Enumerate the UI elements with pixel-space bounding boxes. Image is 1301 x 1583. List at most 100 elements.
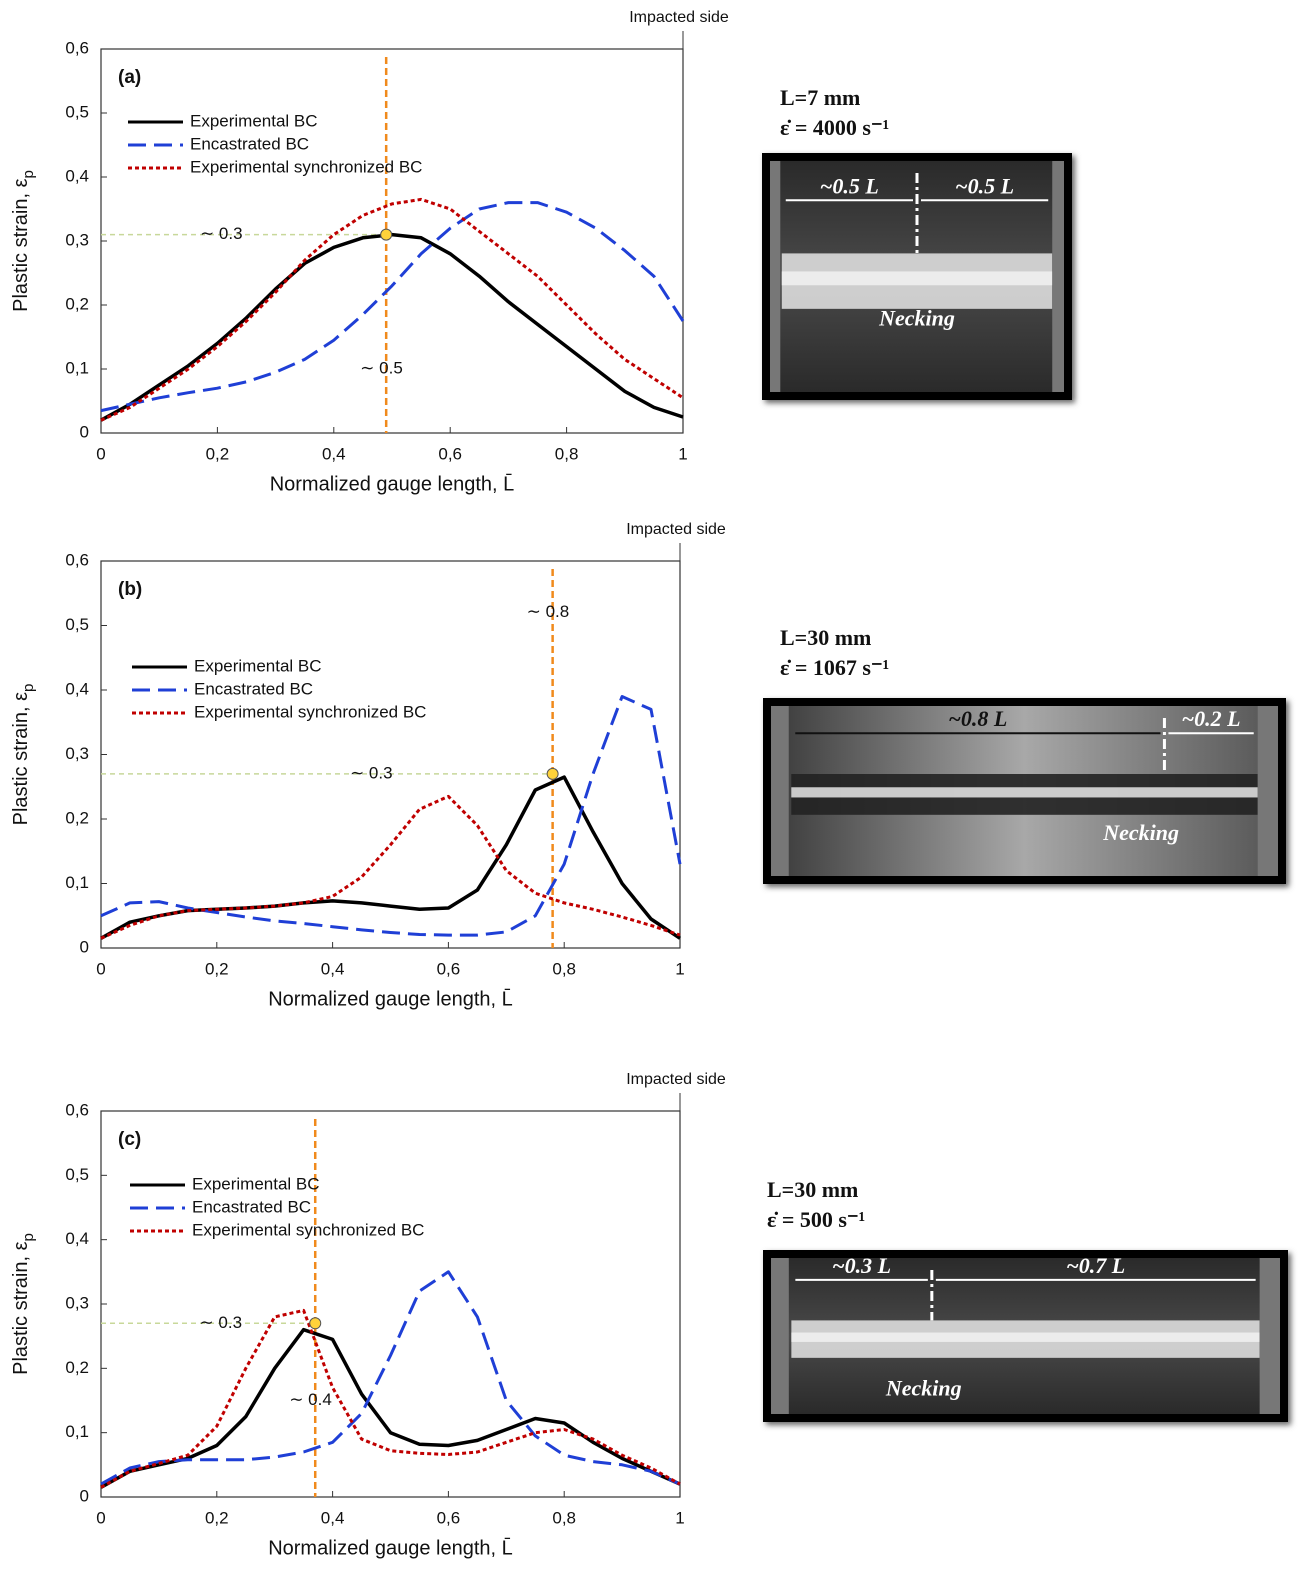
photo-rate: ε̇ = 1067 s⁻¹: [780, 655, 889, 680]
y-axis-title-sub: p: [20, 684, 37, 692]
x-tick-label: 0,2: [205, 959, 229, 978]
grip-right: [1257, 706, 1278, 876]
x-tick-label: 0,8: [552, 1508, 576, 1527]
reference-point: [380, 228, 393, 241]
y-tick-label: 0,4: [65, 1229, 89, 1248]
legend-label: Experimental BC: [192, 1174, 320, 1193]
y-axis-title-sub: p: [20, 1233, 37, 1241]
necking-label: Necking: [1102, 820, 1179, 845]
series-line: [100, 1327, 681, 1489]
y-tick-label: 0,2: [65, 808, 89, 827]
x-tick-label: 0: [96, 444, 105, 463]
legend-label: Experimental synchronized BC: [194, 702, 426, 721]
photo-length: L=30 mm: [767, 1177, 858, 1202]
specimen-highlight: [791, 787, 1258, 798]
plot-frame: [100, 560, 681, 949]
grip-right: [1052, 161, 1064, 392]
part-label: ~0.7 L: [1066, 1253, 1125, 1278]
series-line: [100, 201, 685, 413]
x-tick-label: 0,6: [437, 959, 461, 978]
x-tick-label: 1: [675, 959, 684, 978]
y-tick-label: 0: [80, 937, 89, 956]
series-line: [100, 794, 681, 940]
y-tick-label: 0,3: [65, 744, 89, 763]
legend-label: Encastrated BC: [190, 134, 309, 153]
x-tick-label: 0,8: [555, 444, 579, 463]
y-tick-label: 0,6: [65, 38, 89, 57]
y-tick-label: 0,2: [65, 1358, 89, 1377]
panel-label: (c): [118, 1129, 141, 1150]
legend-label: Experimental synchronized BC: [190, 157, 422, 176]
series-line: [100, 1308, 681, 1489]
x-axis-title: Normalized gauge length, L̄: [270, 472, 515, 495]
x-tick-label: 1: [675, 1508, 684, 1527]
necking-label: Necking: [885, 1376, 962, 1401]
photo-rate: ε̇ = 500 s⁻¹: [767, 1207, 865, 1232]
y-tick-label: 0,6: [65, 1100, 89, 1119]
vline-label: ∼ 0.4: [289, 1390, 332, 1409]
legend-label: Experimental synchronized BC: [192, 1220, 424, 1239]
vline-label: ∼ 0.8: [527, 602, 570, 621]
panel-label: (a): [118, 67, 141, 88]
legend-label: Experimental BC: [190, 111, 318, 130]
x-tick-label: 1: [678, 444, 687, 463]
x-tick-label: 0,6: [438, 444, 462, 463]
vline-label: ∼ 0.5: [360, 358, 403, 377]
series-line: [100, 695, 682, 937]
reference-point: [309, 1317, 322, 1330]
panel-label: (b): [118, 579, 142, 600]
side-note: Impacted side: [626, 1071, 726, 1088]
x-tick-label: 0,2: [206, 444, 230, 463]
part-label: ~0.3 L: [832, 1253, 891, 1278]
y-axis-title: Plastic strain, εp: [10, 684, 37, 826]
part-label: ~0.8 L: [948, 706, 1007, 731]
grip-left: [771, 706, 789, 876]
part-label: ~0.5 L: [820, 173, 879, 198]
x-tick-label: 0: [96, 1508, 105, 1527]
side-note: Impacted side: [629, 9, 729, 26]
part-label: ~0.5 L: [955, 173, 1014, 198]
x-tick-label: 0: [96, 959, 105, 978]
hline-label: ∼ 0.3: [200, 224, 243, 243]
grip-left: [771, 1258, 789, 1414]
x-tick-label: 0,6: [437, 1508, 461, 1527]
y-tick-label: 0,1: [65, 1422, 89, 1441]
part-label: ~0.2 L: [1182, 706, 1241, 731]
hline-label: ∼ 0.3: [350, 763, 393, 782]
y-tick-label: 0,5: [65, 1165, 89, 1184]
photo-rate: ε̇ = 4000 s⁻¹: [780, 115, 889, 140]
series-line: [100, 197, 684, 422]
y-tick-label: 0: [80, 422, 89, 441]
y-axis-title-text: Plastic strain, ε: [10, 1241, 32, 1374]
grip-left: [770, 161, 781, 392]
legend-label: Experimental BC: [194, 656, 322, 675]
x-tick-label: 0,4: [322, 444, 346, 463]
y-axis-title-text: Plastic strain, ε: [10, 692, 32, 825]
series-line: [100, 775, 681, 940]
side-note: Impacted side: [626, 521, 726, 538]
specimen-highlight: [791, 1332, 1260, 1342]
y-tick-label: 0,3: [65, 230, 89, 249]
y-tick-label: 0,5: [65, 615, 89, 634]
x-tick-label: 0,2: [205, 1508, 229, 1527]
y-tick-label: 0,6: [65, 550, 89, 569]
y-tick-label: 0,1: [65, 873, 89, 892]
legend-label: Encastrated BC: [194, 679, 313, 698]
y-tick-label: 0,3: [65, 1293, 89, 1312]
series-line: [100, 1270, 681, 1486]
y-tick-label: 0,4: [65, 679, 89, 698]
y-axis-title-text: Plastic strain, ε: [10, 178, 32, 311]
necking-label: Necking: [878, 305, 955, 330]
x-tick-label: 0,4: [321, 959, 345, 978]
x-axis-title: Normalized gauge length, L̄: [268, 987, 513, 1010]
photo-length: L=7 mm: [780, 85, 860, 110]
y-tick-label: 0,2: [65, 294, 89, 313]
y-axis-title: Plastic strain, εp: [10, 1233, 37, 1375]
reference-point: [546, 767, 559, 780]
y-tick-label: 0,5: [65, 102, 89, 121]
hline-label: ∼ 0.3: [199, 1313, 242, 1332]
y-tick-label: 0: [80, 1486, 89, 1505]
photo-length: L=30 mm: [780, 625, 871, 650]
y-axis-title: Plastic strain, εp: [10, 170, 37, 312]
